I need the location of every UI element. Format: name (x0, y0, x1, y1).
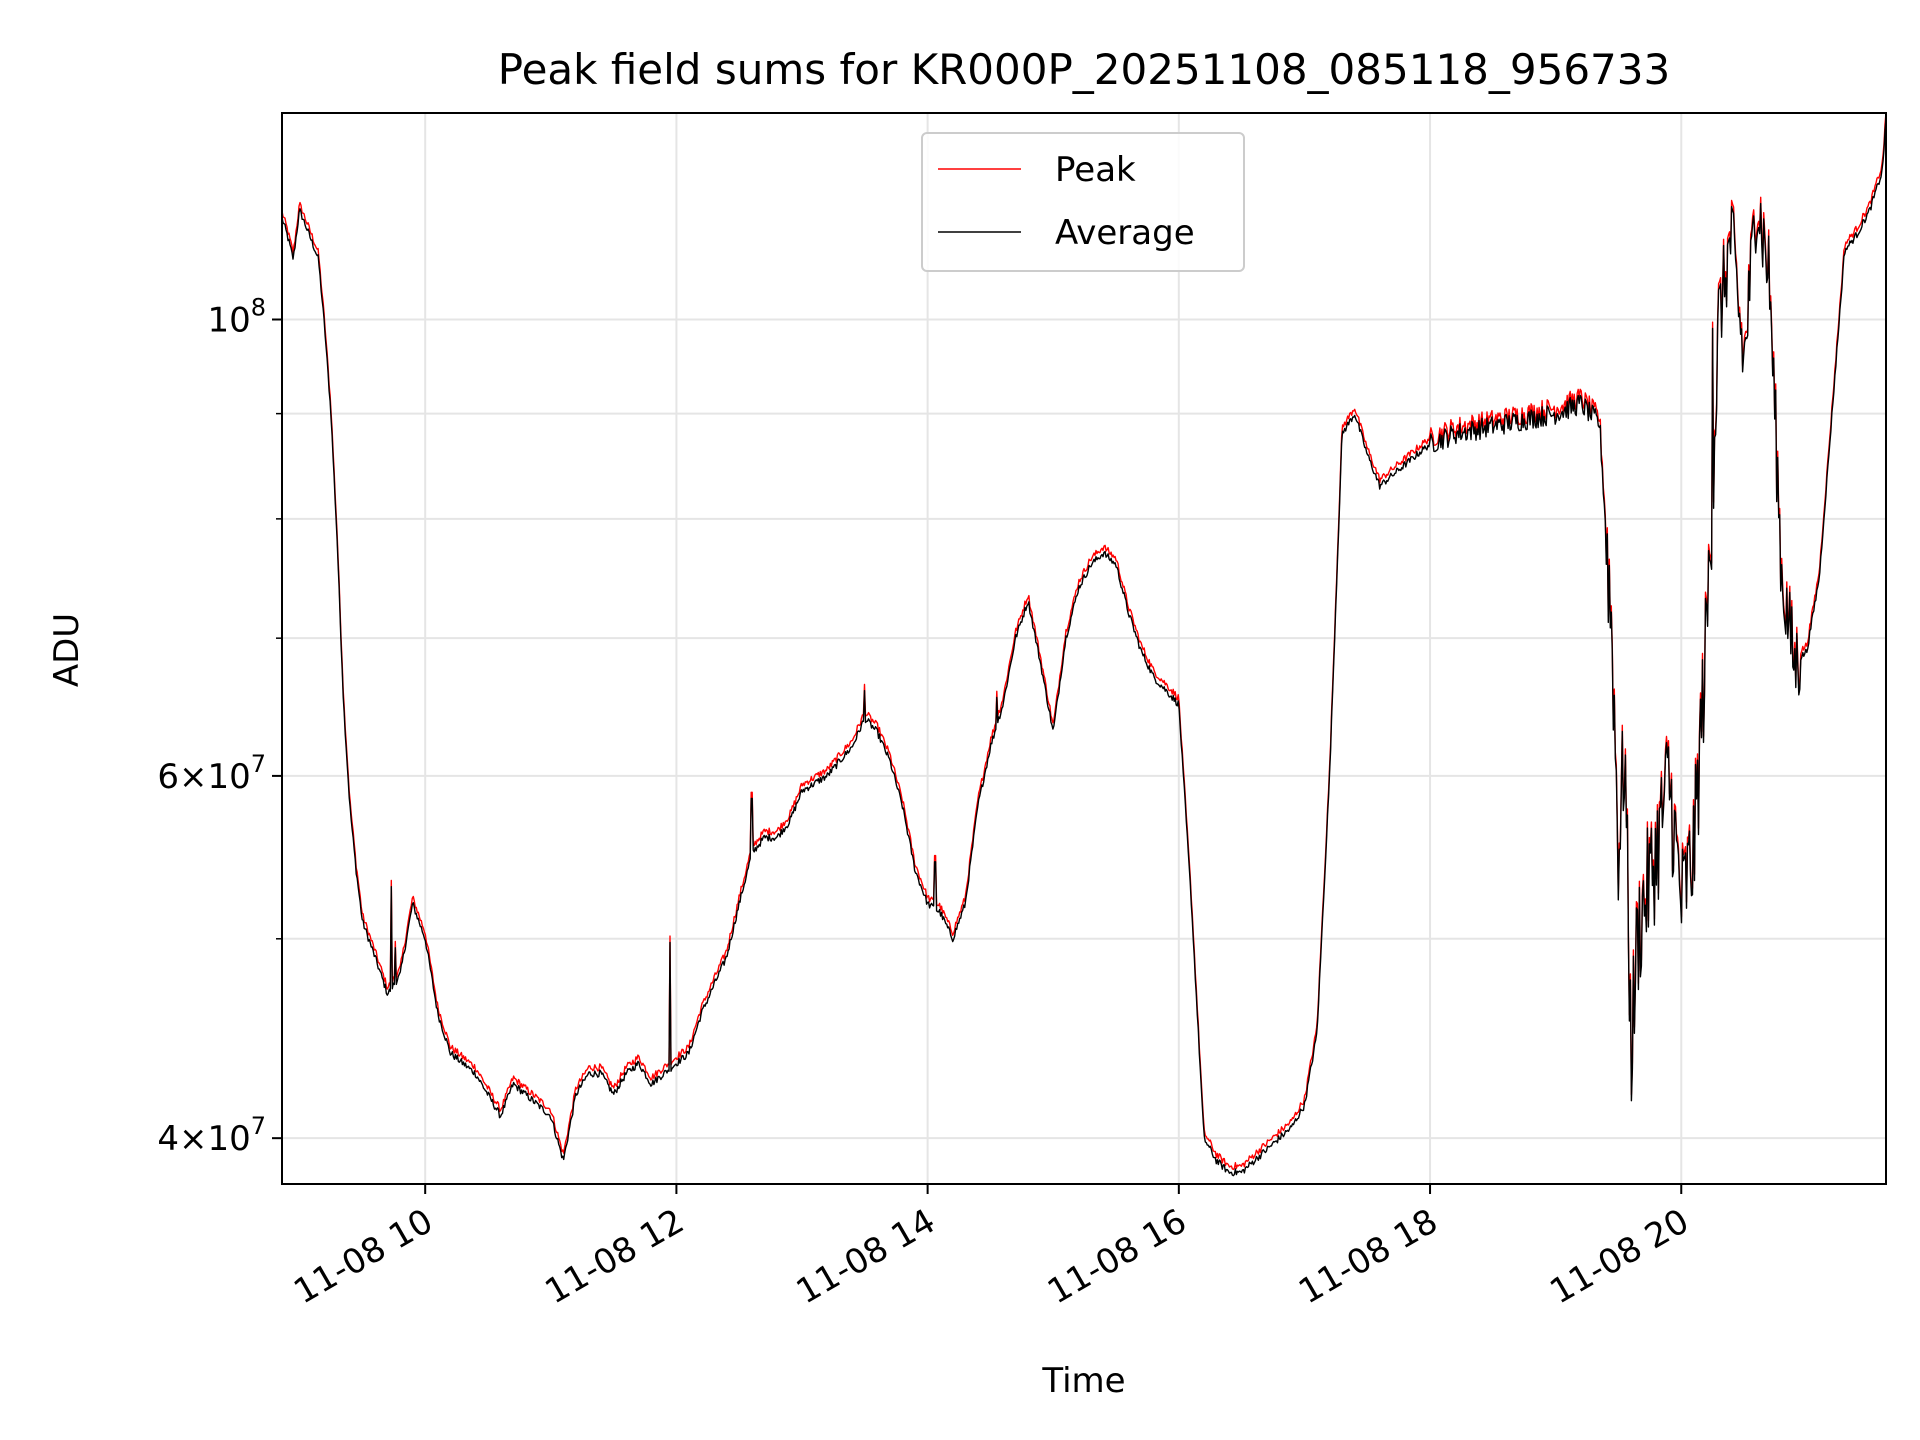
legend-label-average: Average (1055, 213, 1195, 253)
y-axis-label: ADU (47, 613, 87, 687)
grid-lines (282, 113, 1886, 1184)
y-tick-label: 4×107 (157, 1112, 266, 1159)
x-tick-label: 11-08 12 (539, 1201, 691, 1312)
axis-ticks: 11-08 10 11-08 12 11-08 14 11-08 16 11-08 18… (157, 293, 1695, 1312)
y-tick-label: 108 (207, 293, 266, 340)
x-tick-label: 11-08 10 (287, 1201, 439, 1312)
legend: Peak Average (921, 132, 1245, 272)
legend-label-peak: Peak (1055, 150, 1136, 190)
x-axis-label: Time (1041, 1361, 1125, 1401)
x-tick-label: 11-08 18 (1292, 1201, 1444, 1312)
legend-box (921, 132, 1245, 272)
x-tick-label: 11-08 20 (1543, 1201, 1695, 1312)
series-line-average (281, 119, 1887, 1177)
plot-area (281, 112, 1887, 1177)
chart-title: Peak field sums for KR000P_20251108_0851… (498, 45, 1670, 94)
plot-frame (281, 112, 1887, 1185)
y-tick-label: 6×107 (157, 750, 266, 797)
x-tick-label: 11-08 14 (790, 1201, 942, 1312)
x-tick-label: 11-08 16 (1041, 1201, 1193, 1312)
